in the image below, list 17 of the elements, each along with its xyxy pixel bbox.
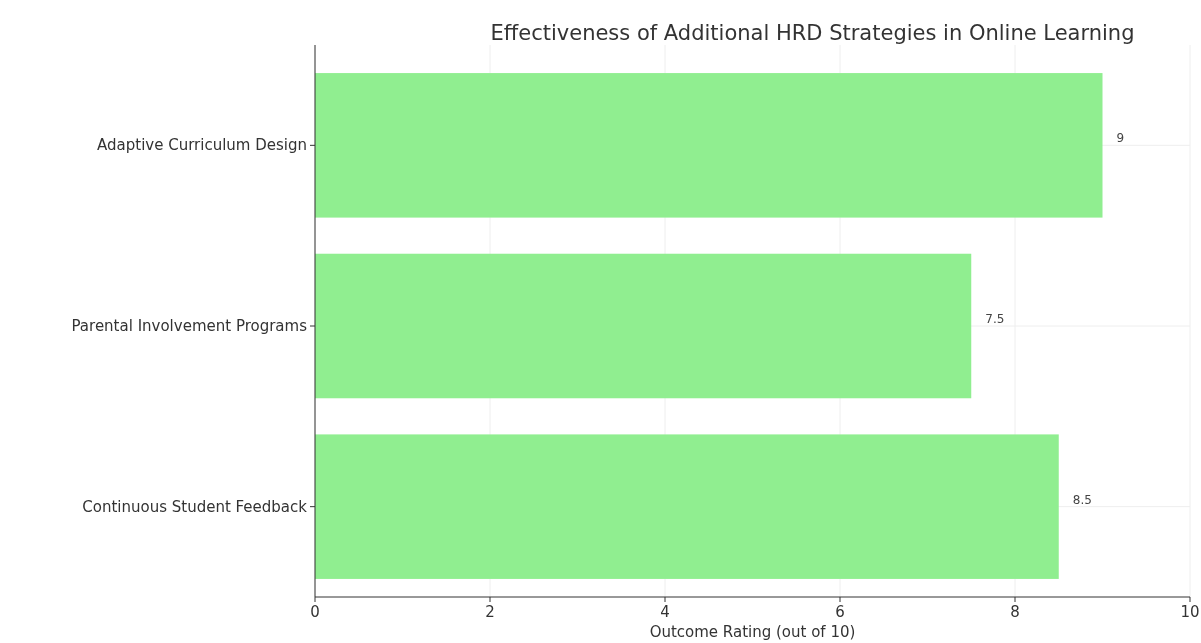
x-tick-label: 10 <box>1180 603 1200 621</box>
data-label: 9 <box>1116 131 1125 146</box>
x-tick-label: 6 <box>835 603 845 621</box>
x-tick-label: 0 <box>310 603 320 621</box>
y-tick-label: Continuous Student Feedback <box>82 497 308 516</box>
bar <box>315 73 1103 218</box>
x-tick-label: 8 <box>1010 603 1020 621</box>
data-label: 8.5 <box>1072 492 1092 507</box>
x-tick-label: 4 <box>660 603 670 621</box>
chart-title: Effectiveness of Additional HRD Strategies in Online Learning <box>490 21 1135 45</box>
x-axis-title: Outcome Rating (out of 10) <box>649 623 856 641</box>
bar <box>315 253 972 399</box>
y-tick-label: Parental Involvement Programs <box>71 317 308 335</box>
bar <box>315 434 1059 579</box>
x-tick-label: 2 <box>485 603 495 621</box>
data-label: 7.5 <box>985 312 1005 326</box>
y-tick-label: Adaptive Curriculum Design <box>97 136 307 155</box>
